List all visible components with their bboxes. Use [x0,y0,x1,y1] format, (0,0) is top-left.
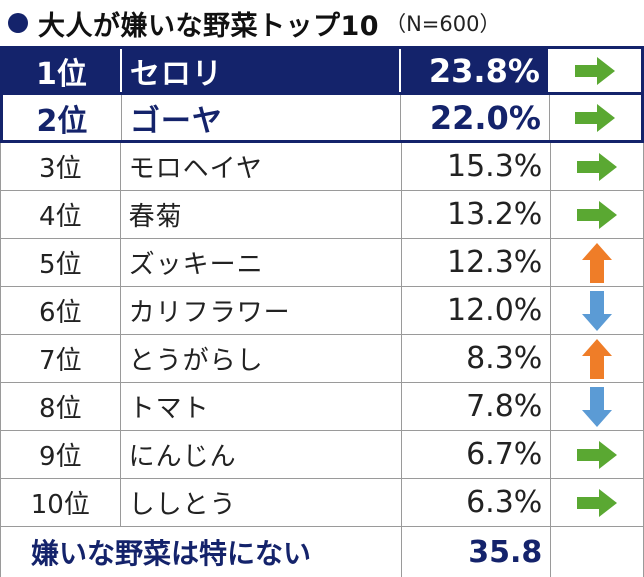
footer-row: 嫌いな野菜は特にない 35.8 [0,527,644,577]
table-row: 5位 ズッキーニ 12.3% [0,239,644,287]
rank-cell: 5位 [1,239,121,286]
trend-flat-icon [575,56,616,85]
vegetable-name: にんじん [121,431,402,478]
rank-cell: 2位 [3,95,122,140]
table-row: 2位 ゴーヤ 22.0% [0,95,644,143]
percent-cell: 12.0% [402,287,552,334]
percent-cell: 12.3% [402,239,552,286]
trend-cell [550,95,641,140]
no-dislike-value: 35.8 [402,527,552,577]
rank-cell: 6位 [1,287,121,334]
percent-cell: 6.3% [402,479,552,526]
trend-cell [551,239,643,286]
vegetable-name: ズッキーニ [121,239,402,286]
vegetable-name: セロリ [122,49,402,92]
rank-cell: 8位 [1,383,121,430]
trend-flat-icon [577,152,618,181]
bullet-icon [8,13,28,33]
trend-cell [549,49,641,92]
trend-flat-icon [577,200,618,229]
rank-cell: 7位 [1,335,121,382]
table-row: 3位 モロヘイヤ 15.3% [0,143,644,191]
no-dislike-label: 嫌いな野菜は特にない [1,527,402,577]
trend-flat-icon [577,488,618,517]
trend-cell [551,383,643,430]
percent-cell: 8.3% [402,335,552,382]
table-row: 7位 とうがらし 8.3% [0,335,644,383]
vegetable-name: とうがらし [121,335,402,382]
vegetable-name: カリフラワー [121,287,402,334]
vegetable-name: ゴーヤ [122,95,402,140]
trend-down-icon [582,386,613,427]
percent-cell: 7.8% [402,383,552,430]
chart-title: 大人が嫌いな野菜トップ10 （N=600） [8,4,500,42]
rank-cell: 9位 [1,431,121,478]
rank-cell: 3位 [1,143,121,190]
vegetable-name: モロヘイヤ [121,143,402,190]
trend-cell [551,479,643,526]
percent-cell: 22.0% [401,95,550,140]
trend-cell [551,287,643,334]
percent-cell: 15.3% [402,143,552,190]
rank-cell: 4位 [1,191,121,238]
trend-flat-icon [575,103,616,132]
table-row: 4位 春菊 13.2% [0,191,644,239]
percent-cell: 23.8% [401,49,550,92]
table-row: 1位 セロリ 23.8% [0,46,644,95]
vegetable-name: トマト [121,383,402,430]
percent-cell: 6.7% [402,431,552,478]
trend-cell [551,191,643,238]
vegetable-name: ししとう [121,479,402,526]
trend-down-icon [582,290,613,331]
table-row: 8位 トマト 7.8% [0,383,644,431]
rank-cell: 1位 [3,49,122,92]
trend-cell [551,335,643,382]
trend-cell [551,143,643,190]
percent-cell: 13.2% [402,191,552,238]
ranking-table: 1位 セロリ 23.8% 2位 ゴーヤ 22.0% 3位 モロヘイヤ 15.3%… [0,46,644,577]
trend-up-icon [582,338,613,379]
trend-flat-icon [577,440,618,469]
title-sample-size: （N=600） [385,12,501,36]
table-row: 10位 ししとう 6.3% [0,479,644,527]
trend-cell [551,431,643,478]
title-main: 大人が嫌いな野菜トップ10 [38,10,380,42]
table-row: 9位 にんじん 6.7% [0,431,644,479]
table-row: 6位 カリフラワー 12.0% [0,287,644,335]
empty-trend-cell [551,527,643,577]
trend-up-icon [582,242,613,283]
rank-cell: 10位 [1,479,121,526]
vegetable-name: 春菊 [121,191,402,238]
